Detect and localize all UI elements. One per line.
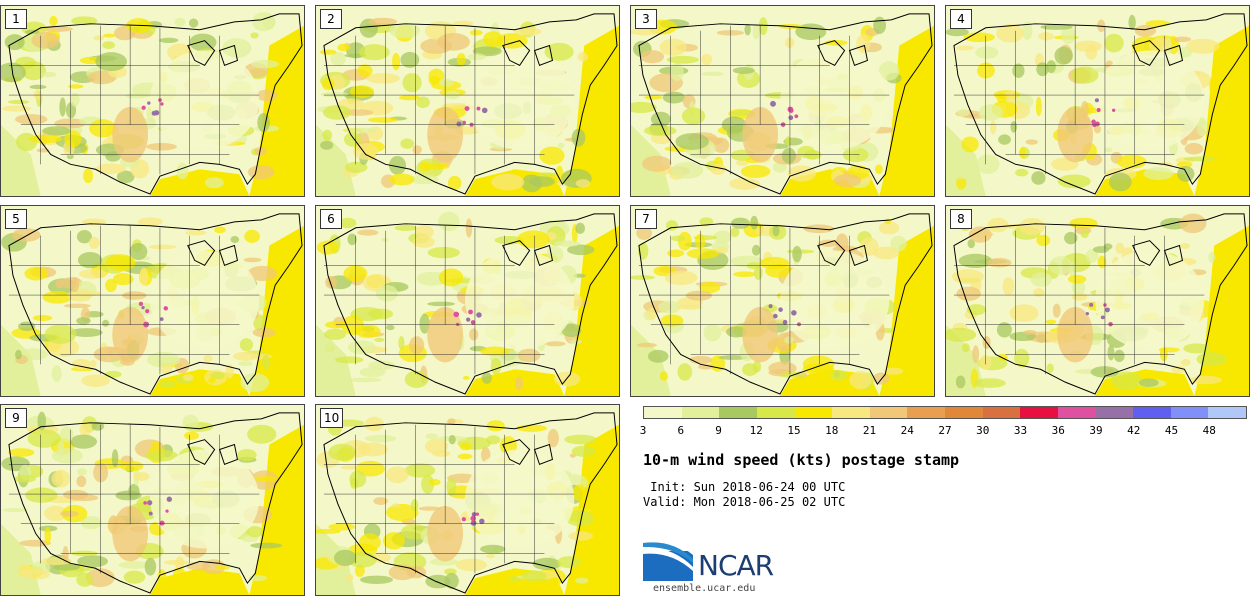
member-number: 3 [635, 9, 657, 29]
valid-time: Valid: Mon 2018-06-25 02 UTC [643, 495, 846, 509]
colorbar-segment [1208, 407, 1246, 418]
member-panel-4: 4 [945, 5, 1250, 197]
member-number: 5 [5, 209, 27, 229]
colorbar-tick: 12 [749, 424, 763, 437]
colorbar-tick: 18 [825, 424, 839, 437]
wind-map-3 [631, 6, 934, 196]
wind-map-10 [316, 405, 619, 595]
member-number: 4 [950, 9, 972, 29]
wind-map-1 [1, 6, 304, 196]
colorbar-segment [1057, 407, 1096, 418]
colorbar-segment [1170, 407, 1209, 418]
member-number: 8 [950, 209, 972, 229]
member-panel-8: 8 [945, 205, 1250, 397]
colorbar-segment [832, 407, 870, 418]
colorbar-segment [907, 407, 945, 418]
colorbar-segment [644, 407, 682, 418]
wind-map-8 [946, 206, 1249, 396]
member-number: 2 [320, 9, 342, 29]
colorbar-segment [794, 407, 833, 418]
colorbar-tick: 33 [1013, 424, 1028, 437]
colorbar-segment [945, 407, 983, 418]
colorbar-segment [1020, 407, 1058, 418]
init-time: Init: Sun 2018-06-24 00 UTC [643, 480, 846, 494]
member-number: 6 [320, 209, 342, 229]
wind-map-6 [316, 206, 619, 396]
colorbar-segment [982, 407, 1021, 418]
member-panel-9: 9 [0, 404, 305, 596]
wind-speed-colorbar [643, 406, 1247, 419]
colorbar-tick: 48 [1202, 424, 1216, 437]
ncar-logo-icon [643, 541, 693, 581]
website-url[interactable]: ensemble.ucar.edu [653, 583, 756, 594]
member-panel-7: 7 [630, 205, 935, 397]
member-number: 7 [635, 209, 657, 229]
member-number: 1 [5, 9, 27, 29]
colorbar-segment [1133, 407, 1171, 418]
colorbar-tick: 24 [900, 424, 914, 437]
wind-map-2 [316, 6, 619, 196]
colorbar-tick: 15 [787, 424, 801, 437]
member-panel-3: 3 [630, 5, 935, 197]
colorbar-tick: 3 [639, 424, 647, 437]
colorbar-segment [756, 407, 795, 418]
colorbar-tick: 39 [1089, 424, 1103, 437]
colorbar-tick: 6 [677, 424, 685, 437]
member-panel-5: 5 [0, 205, 305, 397]
member-panel-6: 6 [315, 205, 620, 397]
ncar-logo-text: NCAR [698, 549, 774, 582]
wind-map-5 [1, 206, 304, 396]
colorbar-tick-labels: 3 6 9 12 15 18 21 24 27 30 33 36 39 42 45 48 [639, 424, 1247, 438]
plot-title: 10-m wind speed (kts) postage stamp [643, 451, 960, 469]
colorbar-tick: 9 [715, 424, 722, 437]
colorbar-tick: 21 [862, 424, 877, 437]
wind-map-4 [946, 6, 1249, 196]
colorbar-tick: 45 [1164, 424, 1179, 437]
colorbar-segment [681, 407, 720, 418]
member-panel-10: 10 [315, 404, 620, 596]
colorbar-tick: 30 [976, 424, 990, 437]
wind-map-9 [1, 405, 304, 595]
member-panel-2: 2 [315, 5, 620, 197]
colorbar-segment [719, 407, 757, 418]
colorbar-tick: 27 [938, 424, 952, 437]
colorbar-tick: 42 [1127, 424, 1141, 437]
member-number: 10 [320, 408, 344, 428]
wind-map-7 [631, 206, 934, 396]
member-panel-1: 1 [0, 5, 305, 197]
colorbar-segment [869, 407, 908, 418]
member-number: 9 [5, 408, 27, 428]
colorbar-tick: 36 [1051, 424, 1065, 437]
colorbar-segment [1095, 407, 1134, 418]
